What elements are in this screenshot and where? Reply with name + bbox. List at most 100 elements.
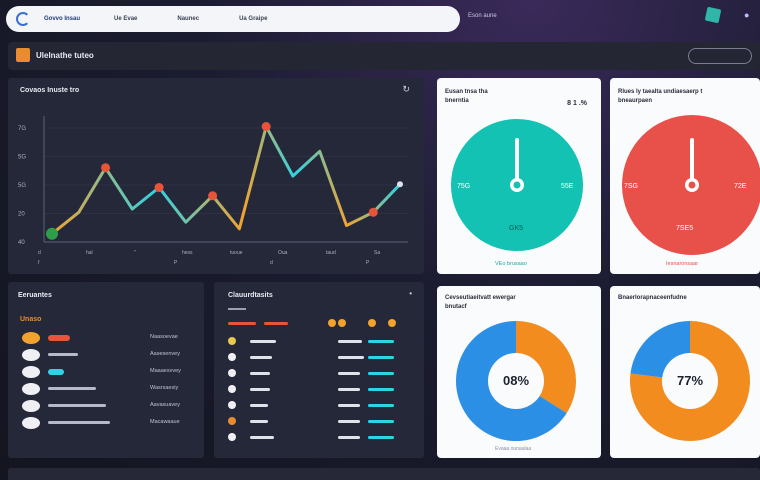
- gauge2-hub-inner: [688, 181, 696, 189]
- table-title: Clauurdtasits: [228, 292, 273, 299]
- gauge1-footer[interactable]: VEo brusaao: [495, 261, 527, 267]
- gauge2-title-line2: bneaurpaen: [618, 98, 653, 104]
- x-tick-label: taud: [326, 250, 336, 256]
- table-row[interactable]: [228, 318, 414, 328]
- table-cell-bar: [264, 322, 288, 325]
- donut1-title-line2: bnutacf: [445, 304, 467, 310]
- donut2-hole: [662, 353, 718, 409]
- y-tick-label: 20: [18, 212, 25, 218]
- donut2-center-value: 77%: [676, 373, 704, 388]
- gauge2-svg: 7SG 72E 7SE5: [622, 115, 760, 255]
- donut1-svg: [456, 321, 576, 441]
- share-icon[interactable]: [704, 6, 722, 24]
- table-row[interactable]: [228, 336, 414, 346]
- table-cell-dot: [228, 401, 236, 409]
- donut1-title: Cevseutiaeitvatt ewergar bnutacf: [445, 294, 516, 312]
- table-cell-dot: [388, 319, 396, 327]
- nav-brand[interactable]: Govvo Insau: [44, 16, 81, 22]
- table-row[interactable]: [228, 384, 414, 394]
- table-cell-bar: [250, 388, 270, 391]
- gauge-panel-1: Eusan tnsa tha bnerntia 8 1 .% 75G 55E G…: [437, 78, 601, 274]
- table-cell-bar: [338, 436, 360, 439]
- gauge2-footer[interactable]: Iesnaronsaar: [666, 261, 699, 267]
- list-item-avatar: [22, 332, 40, 344]
- table-cell-dot: [228, 369, 236, 377]
- top-right-link[interactable]: Eson aune: [468, 13, 497, 19]
- data-point: [208, 191, 218, 201]
- more-icon[interactable]: •: [409, 289, 412, 298]
- y-tick-label: 5G: [18, 155, 26, 161]
- refresh-icon[interactable]: ↻: [402, 84, 410, 94]
- table-row[interactable]: [228, 368, 414, 378]
- list-item[interactable]: Wasrsaesiy: [22, 383, 192, 395]
- table-cell-bar: [228, 322, 256, 325]
- data-point: [154, 183, 164, 193]
- table-cell-dot: [228, 337, 236, 345]
- donut2-svg: [630, 321, 750, 441]
- user-icon[interactable]: ●: [744, 10, 750, 20]
- list-item-avatar: [22, 383, 40, 395]
- list-item-avatar: [22, 349, 40, 361]
- list-item[interactable]: Aavasuavey: [22, 400, 192, 412]
- gauge1-right-label: 55E: [561, 183, 574, 190]
- gauge1-title-line2: bnerntia: [445, 98, 469, 104]
- app-logo-icon[interactable]: [16, 12, 30, 26]
- list-item-avatar: [22, 417, 40, 429]
- list-item-bar: [48, 353, 78, 356]
- dashboard-header: Ulelnathe tuteo: [8, 42, 760, 70]
- table-cell-bar: [368, 372, 394, 375]
- table-cell-dot: [228, 385, 236, 393]
- donut1-footer: Evaaa ounaalaa: [495, 446, 532, 452]
- table-row[interactable]: [228, 352, 414, 362]
- table-cell-bar: [338, 356, 364, 359]
- list-item[interactable]: Macawaaue: [22, 417, 192, 429]
- donut1-title-line1: Cevseutiaeitvatt ewergar: [445, 295, 516, 301]
- x-tick-label: tuoue: [230, 250, 243, 256]
- table-row[interactable]: [228, 432, 414, 442]
- donut2-title: Bnaerlorapnaceenfudne: [618, 295, 687, 301]
- x-tick-label: Oua: [278, 250, 288, 256]
- table-row[interactable]: [228, 400, 414, 410]
- list-item-text: Wasrsaesiy: [150, 385, 179, 391]
- donut-panel-2: Bnaerlorapnaceenfudne 77%: [610, 286, 760, 458]
- list-item[interactable]: Naasoevae: [22, 332, 192, 344]
- table-row[interactable]: [228, 416, 414, 426]
- line-chart-title: Covaos Inuste tro: [20, 87, 80, 94]
- list-panel: Eeruantes Unaso Naasoevae Aasesenvey Maa…: [8, 282, 204, 458]
- table-panel: Clauurdtasits •: [214, 282, 424, 458]
- table-cell-bar: [368, 436, 394, 439]
- data-point-end: [397, 181, 403, 188]
- gauge1-hub-inner: [513, 181, 521, 189]
- x-tick-sublabel: P: [174, 260, 178, 266]
- list-item-bar: [48, 421, 110, 424]
- list-item-text: Aavasuavey: [150, 402, 180, 408]
- list-item-tag: [48, 369, 64, 375]
- gauge1-value: 8 1 .%: [567, 100, 587, 107]
- table-cell-bar: [250, 340, 276, 343]
- table-cell-bar: [250, 436, 274, 439]
- header-action-button[interactable]: [688, 48, 752, 64]
- table-cell-bar: [338, 340, 362, 343]
- list-item-bar: [48, 387, 96, 390]
- gauge2-needle: [690, 138, 694, 184]
- gauge2-center-label: 7SE5: [676, 225, 693, 232]
- list-item-avatar: [22, 366, 40, 378]
- y-tick-label: 40: [18, 240, 25, 246]
- list-item-text: Maaaesvvey: [150, 368, 181, 374]
- list-item-tag: [48, 335, 70, 341]
- gauge1-title-line1: Eusan tnsa tha: [445, 89, 488, 95]
- x-tick-label: Sa: [374, 250, 380, 256]
- gauge1-left-label: 75G: [457, 183, 470, 190]
- table-cell-bar: [250, 420, 268, 423]
- table-cell-bar: [368, 388, 394, 391]
- list-item[interactable]: Aasesenvey: [22, 349, 192, 361]
- table-cell-bar: [368, 404, 394, 407]
- nav-item-1[interactable]: Ue Evae: [114, 16, 138, 22]
- gauge1-needle: [515, 138, 519, 184]
- list-item[interactable]: Maaaesvvey: [22, 366, 192, 378]
- list-item-text: Naasoevae: [150, 334, 178, 340]
- nav-item-2[interactable]: Naunec: [177, 16, 200, 22]
- series-line: [51, 125, 402, 235]
- nav-item-3[interactable]: Ua Graipe: [239, 16, 268, 22]
- dashboard-badge-icon: [16, 48, 30, 62]
